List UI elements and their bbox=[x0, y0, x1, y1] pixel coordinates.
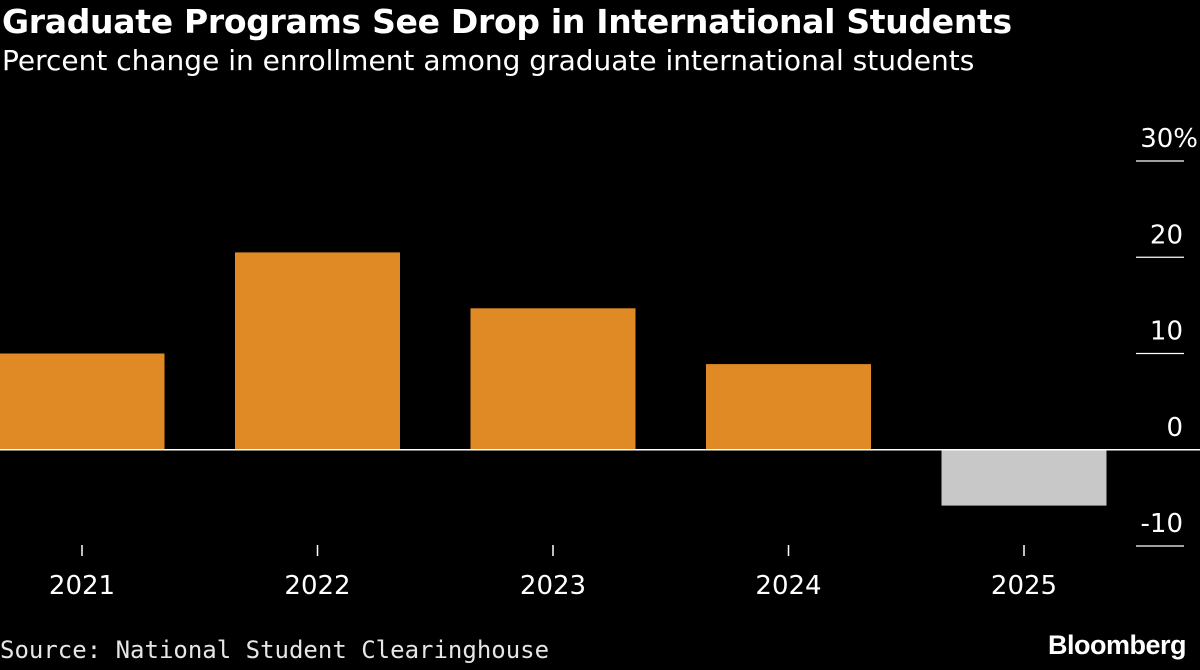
bar-2021 bbox=[0, 353, 165, 450]
chart-subtitle: Percent change in enrollment among gradu… bbox=[2, 44, 975, 77]
y-tick-label: 0 bbox=[1166, 413, 1183, 443]
bar-2023 bbox=[470, 308, 636, 450]
bar-chart: 30% 20 10 0 -10 2021 2022 2023 2024 2025 bbox=[0, 124, 1200, 601]
bar-2025 bbox=[941, 449, 1107, 506]
y-tick-label: -10 bbox=[1141, 509, 1183, 539]
bar-2022 bbox=[235, 252, 400, 450]
bars-layer bbox=[0, 252, 1107, 506]
bloomberg-logo: Bloomberg bbox=[1047, 630, 1187, 660]
x-tick-label: 2025 bbox=[991, 571, 1057, 601]
x-tick-label: 2023 bbox=[520, 571, 586, 601]
chart-title: Graduate Programs See Drop in Internatio… bbox=[2, 2, 1012, 41]
y-axis: 30% 20 10 0 -10 bbox=[1136, 124, 1198, 547]
source-note: Source: National Student Clearinghouse bbox=[0, 636, 550, 664]
x-tick-label: 2024 bbox=[755, 571, 821, 601]
y-tick-label: 20 bbox=[1150, 220, 1183, 250]
x-tick-label: 2021 bbox=[49, 571, 115, 601]
y-tick-label: 30% bbox=[1140, 124, 1198, 154]
x-tick-label: 2022 bbox=[284, 571, 350, 601]
bar-2024 bbox=[706, 364, 871, 450]
x-axis: 2021 2022 2023 2024 2025 bbox=[49, 545, 1057, 601]
y-tick-label: 10 bbox=[1150, 317, 1183, 347]
